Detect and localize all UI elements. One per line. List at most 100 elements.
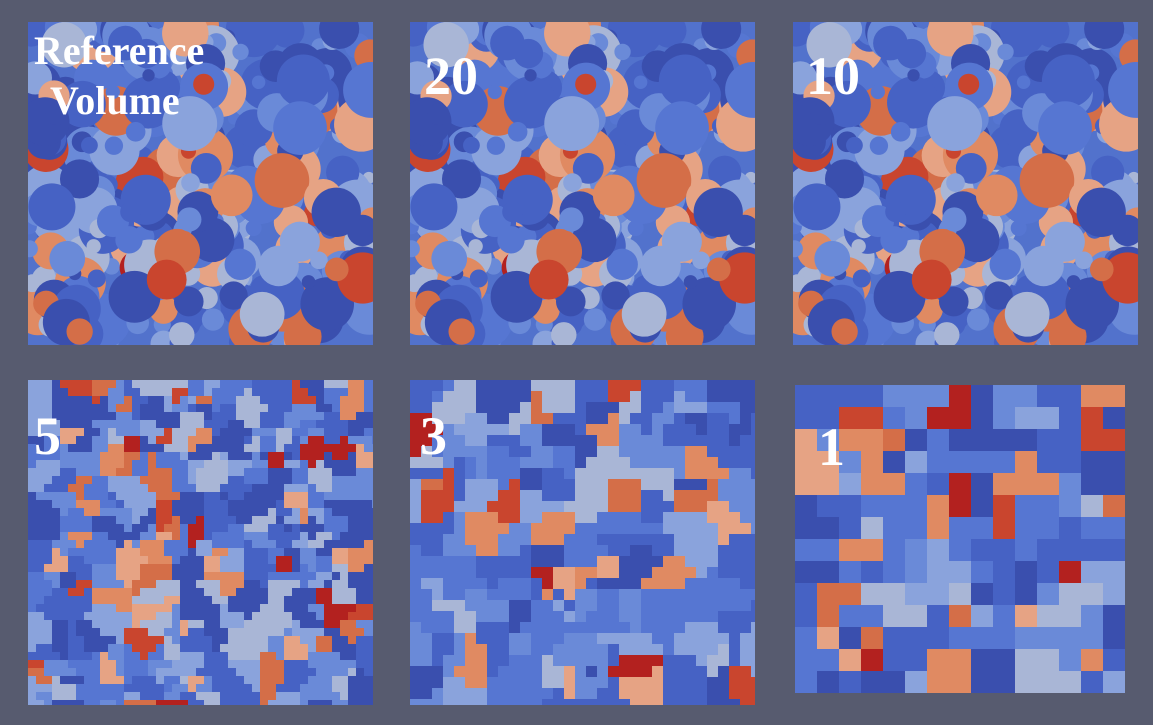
voxel (421, 468, 433, 480)
voxel (108, 380, 117, 389)
voxel (52, 508, 61, 517)
voxel (252, 476, 261, 485)
voxel (432, 380, 444, 392)
grain (470, 269, 488, 287)
voxel (148, 412, 157, 421)
voxel (308, 588, 317, 597)
voxel (68, 628, 77, 637)
voxel (729, 688, 741, 700)
voxel (861, 627, 884, 650)
voxel (356, 612, 365, 621)
voxel (608, 501, 620, 513)
voxel (60, 556, 69, 565)
voxel (172, 468, 181, 477)
voxel (487, 644, 499, 656)
voxel (92, 412, 101, 421)
voxel (839, 385, 862, 408)
voxel (44, 548, 53, 557)
voxel (316, 692, 325, 701)
voxel (564, 523, 576, 535)
voxel (220, 668, 229, 677)
voxel (100, 508, 109, 517)
voxel (630, 611, 642, 623)
voxel (740, 611, 752, 623)
voxel (180, 692, 189, 701)
voxel (84, 644, 93, 653)
voxel (740, 534, 752, 546)
voxel (340, 660, 349, 669)
voxel (76, 660, 85, 669)
voxel (308, 388, 317, 397)
voxel (164, 452, 173, 461)
voxel (76, 628, 85, 637)
voxel (553, 578, 565, 590)
voxel (443, 600, 455, 612)
voxel (204, 484, 213, 493)
voxel (674, 644, 686, 656)
voxel (553, 666, 565, 678)
voxel (292, 660, 301, 669)
grain (891, 122, 911, 142)
voxel (356, 548, 365, 557)
voxel (356, 588, 365, 597)
voxel (1059, 627, 1082, 650)
voxel (36, 548, 45, 557)
voxel (498, 611, 510, 623)
voxel (454, 501, 466, 513)
voxel (28, 684, 37, 693)
voxel (597, 633, 609, 645)
voxel (630, 446, 642, 458)
voxel (356, 508, 365, 517)
voxel (1103, 671, 1126, 694)
voxel (180, 468, 189, 477)
voxel (252, 556, 261, 565)
voxel (220, 596, 229, 605)
voxel (971, 407, 994, 430)
voxel (324, 660, 333, 669)
voxel (674, 600, 686, 612)
voxel (188, 412, 197, 421)
voxel (236, 516, 245, 525)
voxel (630, 523, 642, 535)
voxel (1081, 451, 1104, 474)
voxel (410, 611, 422, 623)
voxel (276, 564, 285, 573)
voxel (292, 644, 301, 653)
voxel (520, 567, 532, 579)
voxel (60, 532, 69, 541)
voxel (60, 596, 69, 605)
voxel (340, 620, 349, 629)
voxel (564, 490, 576, 502)
voxel (228, 644, 237, 653)
voxel (140, 484, 149, 493)
voxel (340, 428, 349, 437)
voxel (76, 676, 85, 685)
voxel (905, 429, 928, 452)
voxel (276, 572, 285, 581)
voxel (60, 580, 69, 589)
voxel (92, 468, 101, 477)
voxel (84, 628, 93, 637)
voxel (300, 540, 309, 549)
voxel (220, 524, 229, 533)
voxel (597, 424, 609, 436)
voxel (300, 628, 309, 637)
voxel (132, 420, 141, 429)
voxel (260, 660, 269, 669)
voxel (84, 556, 93, 565)
voxel (244, 684, 253, 693)
voxel (729, 457, 741, 469)
voxel (164, 484, 173, 493)
voxel (244, 492, 253, 501)
voxel (300, 684, 309, 693)
voxel (597, 468, 609, 480)
voxel (575, 556, 587, 568)
voxel (180, 388, 189, 397)
voxel (156, 500, 165, 509)
voxel (861, 605, 884, 628)
voxel (220, 644, 229, 653)
voxel (52, 492, 61, 501)
voxel (652, 501, 664, 513)
voxel (28, 540, 37, 549)
voxel (531, 402, 543, 414)
